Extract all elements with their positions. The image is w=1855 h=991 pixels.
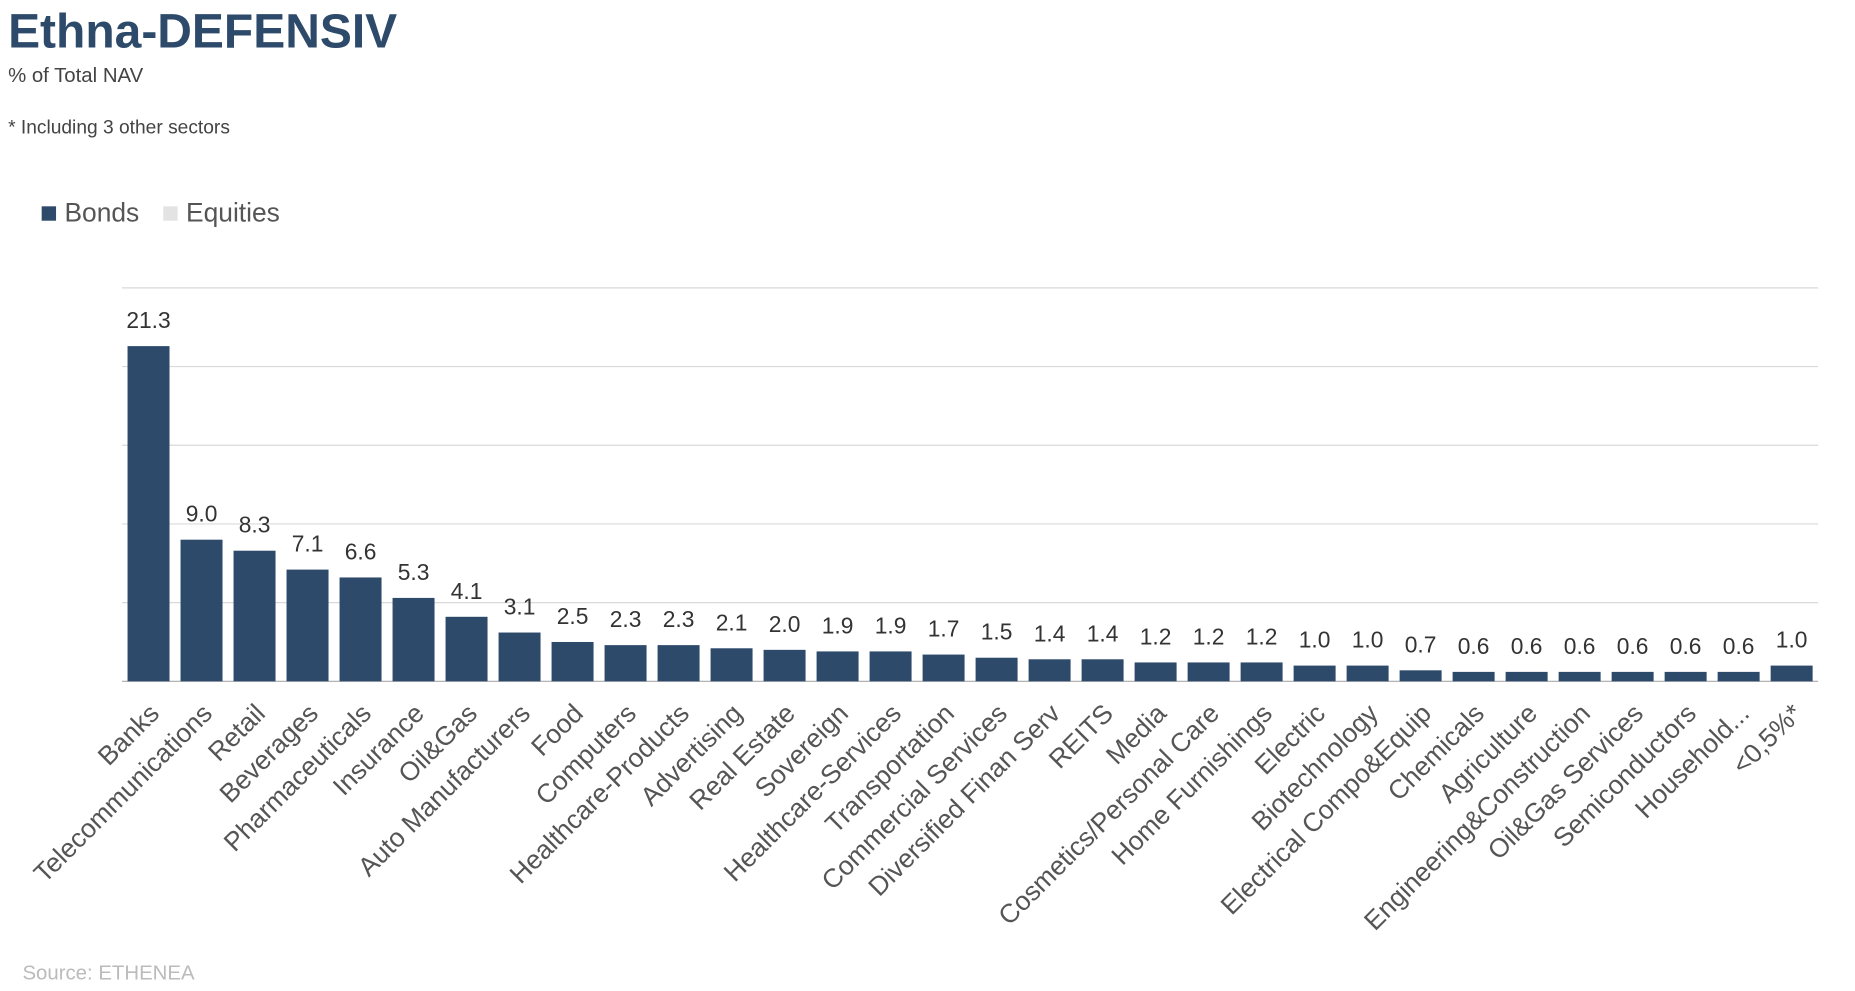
data-label: 2.1 xyxy=(716,609,748,635)
data-label: 2.3 xyxy=(610,606,642,632)
data-label: 9.0 xyxy=(186,501,218,527)
data-label: 8.3 xyxy=(239,512,271,538)
legend-swatch xyxy=(163,206,178,221)
data-label: 21.3 xyxy=(126,307,170,333)
data-label: 1.5 xyxy=(981,619,1013,645)
data-label: 5.3 xyxy=(398,559,430,585)
data-label: 7.1 xyxy=(292,531,324,557)
bar xyxy=(1187,662,1230,682)
bar xyxy=(1558,671,1601,682)
data-label: 6.6 xyxy=(345,538,377,564)
data-label: 0.6 xyxy=(1458,633,1490,659)
bar xyxy=(180,539,223,682)
data-label: 1.0 xyxy=(1776,627,1808,653)
bar xyxy=(763,649,806,682)
bar xyxy=(975,657,1018,682)
bar xyxy=(1664,671,1707,682)
bar xyxy=(1452,671,1495,682)
bar xyxy=(816,651,859,682)
bar xyxy=(1240,662,1283,682)
chart-source: Source: ETHENEA xyxy=(22,962,195,984)
legend-label: Bonds xyxy=(64,198,139,228)
bar xyxy=(1505,671,1548,682)
data-label: 1.0 xyxy=(1352,627,1384,653)
bar xyxy=(392,597,435,682)
bar xyxy=(127,346,170,682)
bar xyxy=(233,550,276,682)
bar xyxy=(657,645,700,682)
bar xyxy=(922,654,965,682)
data-label: 2.5 xyxy=(557,603,589,629)
bar xyxy=(339,577,382,682)
chart-note: * Including 3 other sectors xyxy=(8,117,230,138)
data-label: 2.0 xyxy=(769,611,801,637)
data-label: 0.6 xyxy=(1617,633,1649,659)
data-label: 1.2 xyxy=(1246,623,1278,649)
bar xyxy=(710,648,753,682)
data-label: 1.9 xyxy=(875,612,907,638)
bar xyxy=(1611,671,1654,682)
bar xyxy=(498,632,541,682)
data-label: 1.7 xyxy=(928,616,960,642)
bar xyxy=(604,645,647,682)
data-label: 0.7 xyxy=(1405,631,1437,657)
data-label: 1.2 xyxy=(1193,623,1225,649)
bar xyxy=(1134,662,1177,682)
data-label: 0.6 xyxy=(1564,633,1596,659)
data-label: 1.0 xyxy=(1299,627,1331,653)
data-label: 1.2 xyxy=(1140,623,1172,649)
data-label: 4.1 xyxy=(451,578,483,604)
bar xyxy=(1346,665,1389,682)
bar xyxy=(1717,671,1760,682)
data-label: 1.4 xyxy=(1087,620,1119,646)
bar xyxy=(1399,670,1442,682)
chart-title: Ethna-DEFENSIV xyxy=(8,5,397,58)
data-label: 1.9 xyxy=(822,612,854,638)
bar xyxy=(869,651,912,682)
bar xyxy=(286,569,329,682)
legend-label: Equities xyxy=(186,198,280,228)
bar xyxy=(445,616,488,682)
chart-subtitle: % of Total NAV xyxy=(8,65,144,87)
data-label: 0.6 xyxy=(1723,633,1755,659)
legend-swatch xyxy=(41,206,57,221)
data-label: 0.6 xyxy=(1670,633,1702,659)
bar xyxy=(1293,665,1336,682)
bar xyxy=(551,641,594,682)
data-label: 0.6 xyxy=(1511,633,1543,659)
data-label: 2.3 xyxy=(663,606,695,632)
data-label: 3.1 xyxy=(504,594,536,620)
bar xyxy=(1028,659,1071,682)
bar xyxy=(1770,665,1813,682)
bar xyxy=(1081,659,1124,682)
data-label: 1.4 xyxy=(1034,620,1066,646)
